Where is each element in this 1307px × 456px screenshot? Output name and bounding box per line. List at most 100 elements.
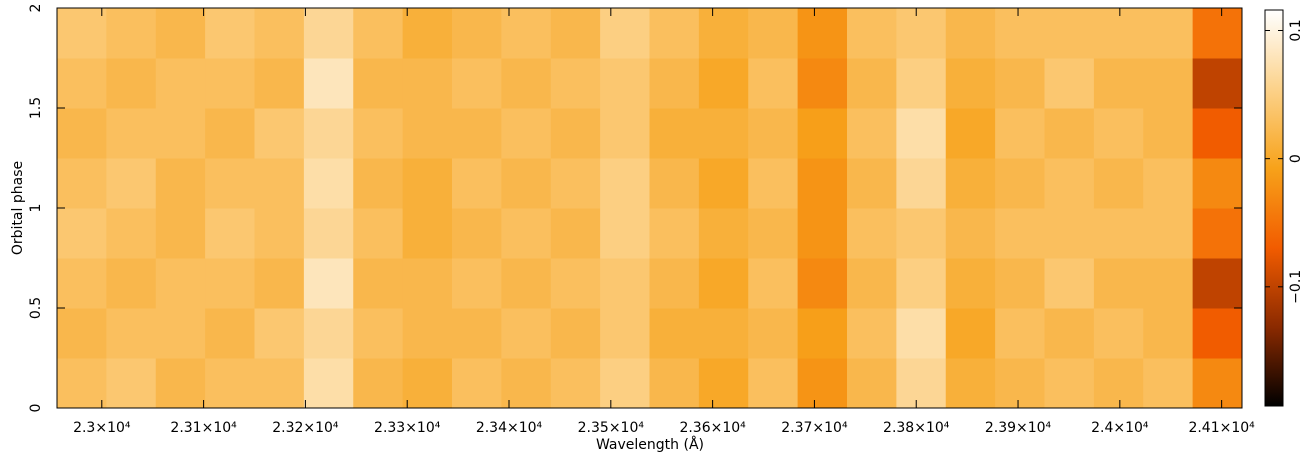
heatmap-cell <box>452 308 502 359</box>
heatmap-cell <box>303 208 354 259</box>
heatmap-cell <box>896 358 947 409</box>
heatmap-cell <box>550 108 601 159</box>
heatmap-cell <box>847 258 897 309</box>
heatmap-cell <box>550 358 601 409</box>
heatmap-cell <box>452 58 502 109</box>
heatmap-cell <box>501 258 552 309</box>
heatmap-cell <box>106 8 157 59</box>
heatmap-cell <box>205 208 255 259</box>
heatmap-cell <box>847 208 897 259</box>
heatmap-cell <box>995 8 1045 59</box>
heatmap-cell <box>1044 358 1095 409</box>
heatmap-cell <box>402 258 453 309</box>
heatmap-cell <box>1192 258 1243 309</box>
heatmap-cell <box>896 108 947 159</box>
heatmap-cell <box>1143 108 1194 159</box>
heatmap-cell <box>797 258 848 309</box>
heatmap-cell <box>600 358 650 409</box>
heatmap-cell <box>550 8 601 59</box>
heatmap-cell <box>254 358 305 409</box>
x-tick-label: 2.36×10⁴ <box>679 420 746 436</box>
heatmap-cell <box>1093 308 1144 359</box>
heatmap-cell <box>1143 358 1194 409</box>
heatmap <box>57 8 1243 409</box>
heatmap-cell <box>1093 208 1144 259</box>
heatmap-cell <box>254 158 305 209</box>
x-tick-label: 2.38×10⁴ <box>883 420 950 436</box>
heatmap-cell <box>57 208 107 259</box>
heatmap-cell <box>254 258 305 309</box>
heatmap-cell <box>698 358 749 409</box>
heatmap-cell <box>649 8 700 59</box>
heatmap-cell <box>945 258 996 309</box>
heatmap-cell <box>205 108 255 159</box>
heatmap-cell <box>155 258 206 309</box>
x-tick-label: 2.35×10⁴ <box>578 420 645 436</box>
heatmap-cell <box>1143 258 1194 309</box>
x-tick-label: 2.3×10⁴ <box>73 420 131 436</box>
heatmap-cell <box>748 8 799 59</box>
heatmap-cell <box>649 308 700 359</box>
heatmap-cell <box>303 158 354 209</box>
heatmap-cell <box>501 58 552 109</box>
heatmap-cell <box>57 358 107 409</box>
heatmap-cell <box>353 8 404 59</box>
heatmap-cell <box>254 308 305 359</box>
heatmap-cell <box>353 158 404 209</box>
heatmap-cell <box>1192 108 1243 159</box>
colorbar-tick-label: −0.1 <box>1288 270 1304 304</box>
heatmap-cell <box>600 158 650 209</box>
heatmap-cell <box>797 208 848 259</box>
heatmap-cell <box>1044 58 1095 109</box>
heatmap-cell <box>1192 58 1243 109</box>
heatmap-cell <box>303 358 354 409</box>
heatmap-cell <box>1192 158 1243 209</box>
heatmap-cell <box>205 158 255 209</box>
heatmap-cell <box>600 208 650 259</box>
heatmap-cell <box>995 258 1045 309</box>
heatmap-cell <box>106 108 157 159</box>
heatmap-cell <box>205 8 255 59</box>
heatmap-cell <box>945 208 996 259</box>
heatmap-cell <box>1044 108 1095 159</box>
x-tick-label: 2.33×10⁴ <box>374 420 441 436</box>
heatmap-cell <box>847 8 897 59</box>
heatmap-cell <box>1143 208 1194 259</box>
heatmap-cell <box>945 58 996 109</box>
heatmap-cell <box>1093 108 1144 159</box>
heatmap-cell <box>353 358 404 409</box>
heatmap-cell <box>155 308 206 359</box>
heatmap-cell <box>649 358 700 409</box>
heatmap-cell <box>254 208 305 259</box>
heatmap-cell <box>1143 58 1194 109</box>
heatmap-cell <box>896 8 947 59</box>
heatmap-cell <box>748 358 799 409</box>
heatmap-cell <box>698 58 749 109</box>
heatmap-cell <box>1044 258 1095 309</box>
heatmap-cell <box>303 308 354 359</box>
heatmap-cell <box>1044 208 1095 259</box>
heatmap-cell <box>797 58 848 109</box>
heatmap-cell <box>57 158 107 209</box>
heatmap-cell <box>600 258 650 309</box>
heatmap-cell <box>303 108 354 159</box>
heatmap-cell <box>995 58 1045 109</box>
heatmap-cell <box>1143 308 1194 359</box>
heatmap-cell <box>1044 8 1095 59</box>
heatmap-cell <box>698 258 749 309</box>
heatmap-cell <box>1044 158 1095 209</box>
heatmap-cell <box>649 158 700 209</box>
heatmap-cell <box>1192 208 1243 259</box>
heatmap-cell <box>550 158 601 209</box>
heatmap-cell <box>797 158 848 209</box>
heatmap-cell <box>1192 358 1243 409</box>
heatmap-cell <box>945 108 996 159</box>
heatmap-cell <box>995 158 1045 209</box>
heatmap-cell <box>945 158 996 209</box>
heatmap-cell <box>698 8 749 59</box>
heatmap-cell <box>600 308 650 359</box>
heatmap-cell <box>698 208 749 259</box>
heatmap-cell <box>501 8 552 59</box>
heatmap-cell <box>896 58 947 109</box>
heatmap-cell <box>402 208 453 259</box>
